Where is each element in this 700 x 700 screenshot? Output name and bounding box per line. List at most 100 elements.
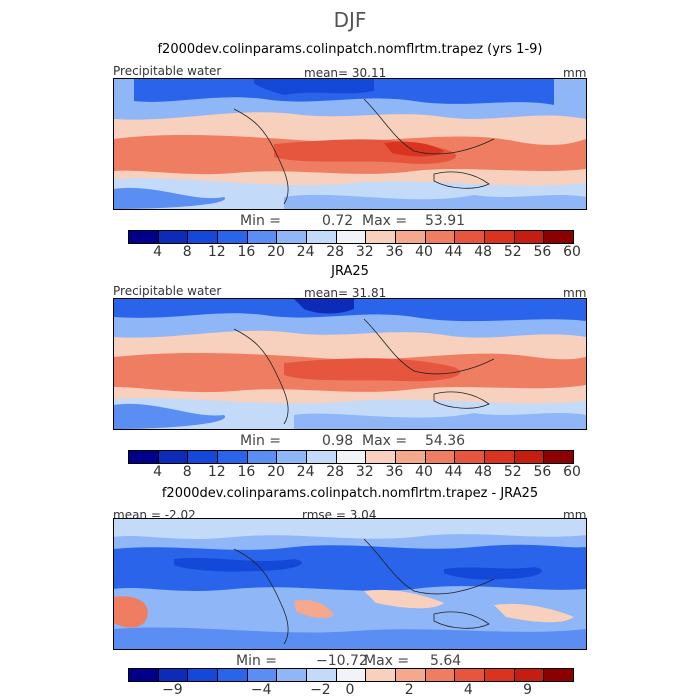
colorbar-swatch [396,451,426,463]
colorbar-tick-label: 16 [237,244,256,260]
season-title: DJF [333,8,367,32]
colorbar-tick-label: 0 [345,682,355,698]
colorbar-tick-label: 4 [153,464,163,480]
colorbar-tick-label: 9 [523,682,533,698]
colorbar-tick-label: 60 [563,244,581,260]
colorbar-swatch [277,669,308,681]
panel-2-mean-label: mean= 31.81 [304,286,387,300]
colorbar-tick-label: 4 [463,682,473,698]
panel-3-max-label: Max = [364,653,410,669]
panel-1-max-value: 53.91 [425,213,466,229]
colorbar-swatch [158,451,189,463]
colorbar-swatch [158,669,189,681]
colorbar-swatch [544,451,574,463]
colorbar-tick-label: 20 [267,244,285,260]
panel-2-min-label: Min = [240,433,282,449]
colorbar-tick-label: 40 [415,244,433,260]
panel-2-colorbar-ticks: 4 8 12 16 20 24 28 32 36 40 44 48 52 56 60 [128,464,581,482]
colorbar-swatch [514,669,545,681]
colorbar-swatch [366,669,397,681]
panel-3-min-label: Min = [236,653,278,669]
colorbar-swatch [366,451,397,463]
panel-1-mean-label: mean= 30.11 [304,66,387,80]
colorbar-tick-label: 2 [404,682,414,698]
colorbar-swatch [158,231,189,243]
colorbar-tick-label: 52 [503,464,522,480]
colorbar-swatch [514,231,545,243]
panel-1-title: f2000dev.colinparams.colinpatch.nomflrtm… [157,42,543,57]
panel-2-map [113,298,587,430]
colorbar-tick-label: 60 [563,464,581,480]
colorbar-swatch [485,669,515,681]
panel-2-unit-label: mm [563,286,587,300]
colorbar-tick-label: 20 [267,464,285,480]
colorbar-tick-label: 44 [444,464,463,480]
colorbar-tick-label: −9 [162,682,183,698]
panel-2-variable-label: Precipitable water [113,284,222,298]
colorbar-swatch [396,669,426,681]
colorbar-swatch [277,231,308,243]
colorbar-swatch [336,231,367,243]
colorbar-swatch [188,231,219,243]
colorbar-swatch [247,451,278,463]
colorbar-tick-label: 28 [326,244,345,260]
colorbar-tick-label: −2 [310,682,331,698]
colorbar-tick-label: 12 [207,464,226,480]
panel-3-map [113,518,587,650]
colorbar-swatch [485,451,515,463]
colorbar-swatch [455,669,486,681]
colorbar-swatch [188,669,219,681]
panel-3-colorbar-ticks: −9 −4 −2 0 2 4 9 [128,682,572,700]
colorbar-swatch [277,451,308,463]
colorbar-swatch [425,451,456,463]
panel-2-min-value: 0.98 [322,433,354,449]
colorbar-swatch [307,231,337,243]
colorbar-tick-label: 32 [355,244,374,260]
colorbar-swatch [129,669,159,681]
colorbar-swatch [544,669,574,681]
colorbar-swatch [514,451,545,463]
colorbar-tick-label: 12 [207,244,226,260]
colorbar-tick-label: −4 [250,682,272,698]
colorbar-swatch [218,231,248,243]
panel-3-colorbar [128,668,574,682]
colorbar-tick-label: 8 [182,464,192,480]
panel-1-min-value: 0.72 [322,213,354,229]
panel-1-unit-label: mm [563,66,587,80]
colorbar-tick-label: 56 [533,464,552,480]
panel-3-max-value: 5.64 [430,653,462,669]
colorbar-tick-label: 36 [385,464,404,480]
colorbar-swatch [336,451,367,463]
panel-1-min-label: Min = [240,213,282,229]
colorbar-swatch [366,231,397,243]
colorbar-tick-label: 36 [385,244,404,260]
colorbar-swatch [425,231,456,243]
panel-2-colorbar [128,450,574,464]
colorbar-tick-label: 16 [237,464,256,480]
panel-3-title: f2000dev.colinparams.colinpatch.nomflrtm… [161,486,539,501]
panel-3-min-value: −10.72 [316,653,368,669]
colorbar-swatch [336,669,367,681]
colorbar-swatch [247,231,278,243]
colorbar-swatch [307,669,337,681]
panel-1-map [113,78,587,210]
colorbar-tick-label: 56 [533,244,552,260]
colorbar-tick-label: 48 [474,464,493,480]
colorbar-swatch [307,451,337,463]
panel-2-title: JRA25 [331,264,369,279]
panel-1-colorbar-ticks: 4 8 12 16 20 24 28 32 36 40 44 48 52 56 60 [128,244,581,262]
colorbar-tick-label: 8 [182,244,192,260]
colorbar-swatch [188,451,219,463]
colorbar-tick-label: 24 [296,464,315,480]
colorbar-swatch [544,231,574,243]
colorbar-tick-label: 40 [415,464,433,480]
panel-1-colorbar [128,230,574,244]
colorbar-swatch [455,451,486,463]
colorbar-swatch [425,669,456,681]
colorbar-swatch [129,451,159,463]
colorbar-tick-label: 24 [296,244,315,260]
colorbar-swatch [218,669,248,681]
colorbar-tick-label: 4 [153,244,163,260]
panel-2-max-label: Max = [362,433,408,449]
panel-1-variable-label: Precipitable water [113,64,222,78]
